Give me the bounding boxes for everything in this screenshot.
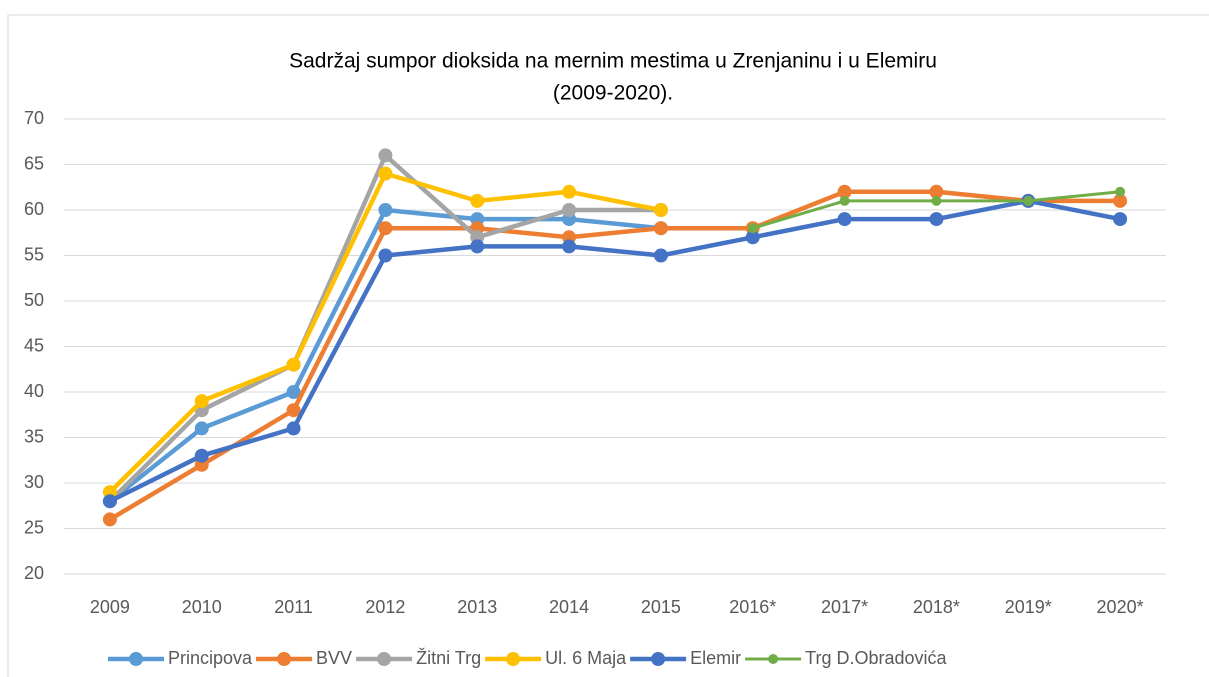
legend-marker [768, 654, 779, 664]
legend-label: Žitni Trg [416, 648, 481, 668]
point [1113, 193, 1128, 208]
point [102, 494, 117, 509]
point [745, 230, 760, 245]
series-line [108, 198, 1121, 504]
y-tick-label: 40 [24, 381, 44, 401]
legend-label: Trg D.Obradovića [805, 648, 947, 668]
x-tick-label: 2009 [90, 597, 130, 617]
point [562, 203, 577, 217]
point [194, 448, 209, 463]
x-tick-label: 2016* [729, 597, 776, 617]
chart-title: Sadržaj sumpor dioksida na mernim mestim… [289, 50, 937, 73]
point [470, 239, 485, 254]
point [378, 148, 393, 163]
y-tick-label: 50 [24, 290, 44, 310]
point [286, 357, 301, 372]
x-tick-label: 2020* [1097, 597, 1144, 617]
point [653, 221, 668, 236]
y-tick-label: 25 [24, 517, 44, 537]
point [1113, 212, 1128, 227]
y-tick-label: 70 [24, 108, 44, 128]
point [1115, 186, 1126, 197]
point [378, 203, 393, 217]
y-tick-label: 20 [24, 563, 44, 583]
x-tick-label: 2010 [182, 597, 222, 617]
point [929, 184, 944, 199]
y-tick-label: 60 [24, 199, 44, 219]
point [1023, 195, 1034, 206]
y-tick-label: 30 [24, 472, 44, 492]
point [378, 221, 393, 236]
point [839, 195, 850, 206]
x-tick-label: 2019* [1005, 597, 1052, 617]
x-tick-label: 2013 [457, 597, 497, 617]
point [653, 248, 668, 263]
point [931, 195, 942, 206]
point [286, 421, 301, 436]
chart-title: (2009-2020). [553, 82, 673, 105]
legend-marker [506, 652, 521, 666]
legend-label: Principova [168, 648, 253, 668]
point [837, 212, 852, 227]
point [286, 385, 301, 399]
point [562, 184, 577, 199]
x-tick-label: 2012 [365, 597, 405, 617]
legend-label: Ul. 6 Maja [545, 648, 627, 668]
x-tick-label: 2015 [641, 597, 681, 617]
legend-marker [277, 652, 292, 666]
point [470, 193, 485, 208]
point [378, 166, 393, 181]
point [929, 212, 944, 227]
point [378, 248, 393, 263]
x-tick-label: 2014 [549, 597, 589, 617]
point [653, 203, 668, 217]
legend-marker [377, 652, 392, 666]
y-tick-label: 45 [24, 335, 44, 355]
point [194, 394, 209, 409]
point [286, 403, 301, 418]
point [562, 239, 577, 254]
series-line [108, 189, 1121, 522]
y-tick-label: 55 [24, 244, 44, 264]
x-tick-label: 2018* [913, 597, 960, 617]
legend-label: Elemir [690, 648, 741, 668]
x-tick-label: 2017* [821, 597, 868, 617]
point [102, 512, 117, 527]
point [837, 184, 852, 199]
legend-label: BVV [316, 648, 352, 668]
y-tick-label: 35 [24, 426, 44, 446]
y-tick-label: 65 [24, 153, 44, 173]
point [194, 421, 209, 436]
legend-marker [129, 652, 143, 666]
legend-marker [651, 652, 666, 666]
x-tick-label: 2011 [274, 597, 313, 617]
point [747, 223, 758, 234]
